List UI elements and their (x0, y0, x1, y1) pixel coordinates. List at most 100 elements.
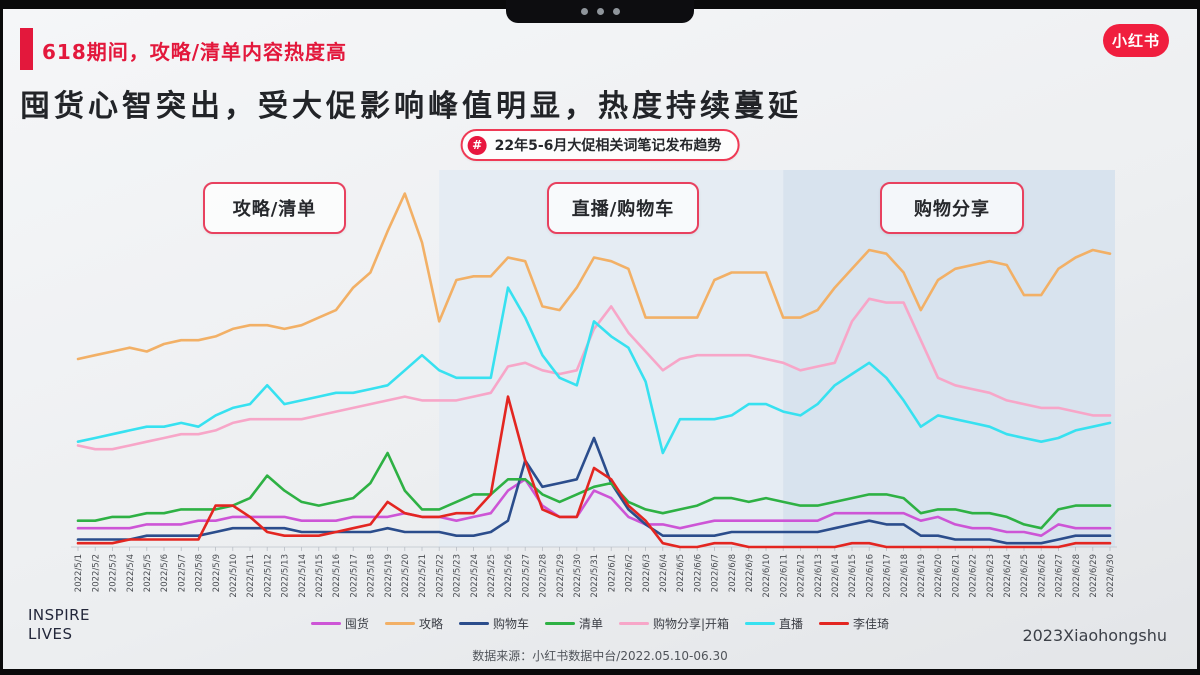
trend-line-chart: 2022/5/1 2022/5/2 2022/5/3 2022/5/4 2022/5/5… (71, 170, 1117, 598)
hash-icon: # (467, 135, 487, 155)
x-axis-label: 2022/5/2 (91, 554, 101, 592)
region-label-zhibo-gouwuche: 直播/购物车 (547, 182, 699, 234)
x-axis-label: 2022/6/27 (1055, 554, 1065, 598)
chart-title-text: 22年5-6月大促相关词笔记发布趋势 (494, 138, 722, 154)
x-axis-label: 2022/6/4 (659, 554, 669, 592)
x-axis-label: 2022/6/20 (934, 554, 944, 598)
legend-label: 购物分享|开箱 (652, 617, 730, 631)
x-axis-label: 2022/6/11 (779, 554, 789, 598)
x-axis-label: 2022/6/26 (1037, 554, 1047, 598)
legend-item-购物分享|开箱: 购物分享|开箱 (618, 615, 730, 632)
x-axis-label: 2022/5/21 (418, 554, 428, 598)
legend-item-直播: 直播 (745, 615, 803, 632)
legend-swatch-icon (544, 621, 575, 626)
legend-item-攻略: 攻略 (384, 615, 443, 632)
series-line-李佳琦 (76, 395, 1112, 549)
x-axis-label: 2022/6/13 (814, 554, 824, 598)
page-title: 囤货心智突出，受大促影响峰值明显，热度持续蔓延 (20, 89, 802, 124)
x-axis-label: 2022/6/16 (865, 554, 875, 598)
x-axis-label: 2022/5/12 (263, 554, 273, 598)
legend-swatch-icon (384, 621, 415, 626)
x-axis-label: 2022/5/27 (521, 554, 531, 598)
x-axis-label: 2022/6/15 (848, 554, 858, 598)
chart-legend: 囤货 攻略 购物车 清单 购物分享|开箱 直播 李佳琦 (3, 615, 1197, 632)
x-axis-label: 2022/5/19 (384, 554, 394, 598)
x-axis-label: 2022/6/28 (1072, 554, 1082, 598)
legend-item-购物车: 购物车 (458, 615, 529, 632)
x-axis-label: 2022/6/1 (607, 554, 617, 592)
x-axis-label: 2022/6/18 (900, 554, 910, 598)
region-label-gouwu-fenxiang: 购物分享 (880, 182, 1024, 234)
x-axis-label: 2022/5/30 (573, 554, 583, 598)
inspire-lives-tagline: INSPIRE LIVES (28, 606, 90, 644)
x-axis-label: 2022/6/12 (797, 554, 807, 598)
copyright-text: 2023Xiaohongshu (1022, 626, 1167, 645)
x-axis-label: 2022/6/25 (1020, 554, 1030, 598)
x-axis-label: 2022/5/29 (556, 554, 566, 598)
legend-item-李佳琦: 李佳琦 (819, 615, 889, 632)
x-axis-label: 2022/5/8 (195, 554, 205, 592)
legend-item-囤货: 囤货 (310, 615, 369, 632)
x-axis-label: 2022/5/25 (487, 554, 497, 598)
x-axis-label: 2022/5/7 (177, 554, 187, 592)
slide: 2022/5/1 2022/5/2 2022/5/3 2022/5/4 2022/5/5… (3, 9, 1197, 669)
x-axis-label: 2022/5/6 (160, 554, 170, 592)
legend-swatch-icon (618, 621, 649, 626)
data-source-text: 数据来源：小红书数据中台/2022.05.10-06.30 (472, 649, 728, 663)
x-axis-label: 2022/5/17 (349, 554, 359, 598)
x-axis-label: 2022/5/28 (539, 554, 549, 598)
x-axis-label: 2022/6/6 (693, 554, 703, 592)
series-line-购物分享|开箱 (76, 297, 1112, 451)
x-axis-label: 2022/5/18 (367, 554, 377, 598)
legend-label: 囤货 (344, 617, 369, 631)
series-line-攻略 (76, 192, 1112, 361)
legend-swatch-icon (745, 621, 776, 626)
x-axis-label: 2022/6/2 (625, 554, 635, 592)
chart-title-badge: # 22年5-6月大促相关词笔记发布趋势 (460, 129, 740, 161)
notch-dot-icon (596, 8, 604, 15)
x-axis-label: 2022/6/8 (728, 554, 738, 592)
legend-swatch-icon (819, 621, 850, 626)
x-axis-label: 2022/6/23 (986, 554, 996, 598)
tagline-line2: LIVES (28, 625, 73, 643)
legend-swatch-icon (458, 621, 489, 626)
legend-label: 清单 (578, 617, 603, 631)
x-axis-label: 2022/5/13 (281, 554, 291, 598)
series-line-直播 (76, 286, 1112, 455)
x-axis-label: 2022/5/11 (246, 554, 256, 598)
notch-dot-icon (580, 8, 588, 15)
x-axis-label: 2022/6/10 (762, 554, 772, 598)
x-axis-label: 2022/6/30 (1106, 554, 1116, 598)
x-axis-label: 2022/5/10 (229, 554, 239, 598)
x-axis-label: 2022/5/5 (143, 554, 153, 592)
x-axis-label: 2022/6/17 (883, 554, 893, 598)
x-axis-label: 2022/5/31 (590, 554, 600, 598)
x-axis-label: 2022/6/9 (745, 554, 755, 592)
legend-label: 购物车 (492, 617, 529, 631)
x-axis-label: 2022/5/14 (298, 554, 308, 598)
x-axis-label: 2022/5/1 (74, 554, 84, 592)
xiaohongshu-logo: 小红书 (1103, 24, 1169, 57)
x-axis-label: 2022/5/16 (332, 554, 342, 598)
x-axis-label: 2022/5/26 (504, 554, 514, 598)
kicker-accent-bar (20, 28, 33, 70)
x-axis-label: 2022/5/15 (315, 554, 325, 598)
region-label-gonglve-qingdan: 攻略/清单 (203, 182, 346, 234)
x-axis-label: 2022/5/3 (109, 554, 119, 592)
x-axis-label: 2022/5/24 (470, 554, 480, 598)
tagline-line1: INSPIRE (28, 606, 91, 624)
x-axis-label: 2022/6/7 (711, 554, 721, 592)
x-axis-label: 2022/6/5 (676, 554, 686, 592)
notch-dot-icon (612, 8, 620, 15)
legend-swatch-icon (310, 621, 341, 626)
legend-label: 李佳琦 (853, 617, 890, 631)
kicker-text: 618期间，攻略/清单内容热度高 (42, 40, 348, 64)
x-axis-label: 2022/5/9 (212, 554, 222, 592)
x-axis-label: 2022/5/4 (126, 554, 136, 592)
x-axis-label: 2022/5/23 (453, 554, 463, 598)
x-axis-label: 2022/6/24 (1003, 554, 1013, 598)
legend-item-清单: 清单 (544, 615, 603, 632)
legend-label: 攻略 (418, 617, 443, 631)
presenter-control-notch[interactable] (506, 0, 694, 23)
x-axis-label: 2022/6/22 (969, 554, 979, 598)
